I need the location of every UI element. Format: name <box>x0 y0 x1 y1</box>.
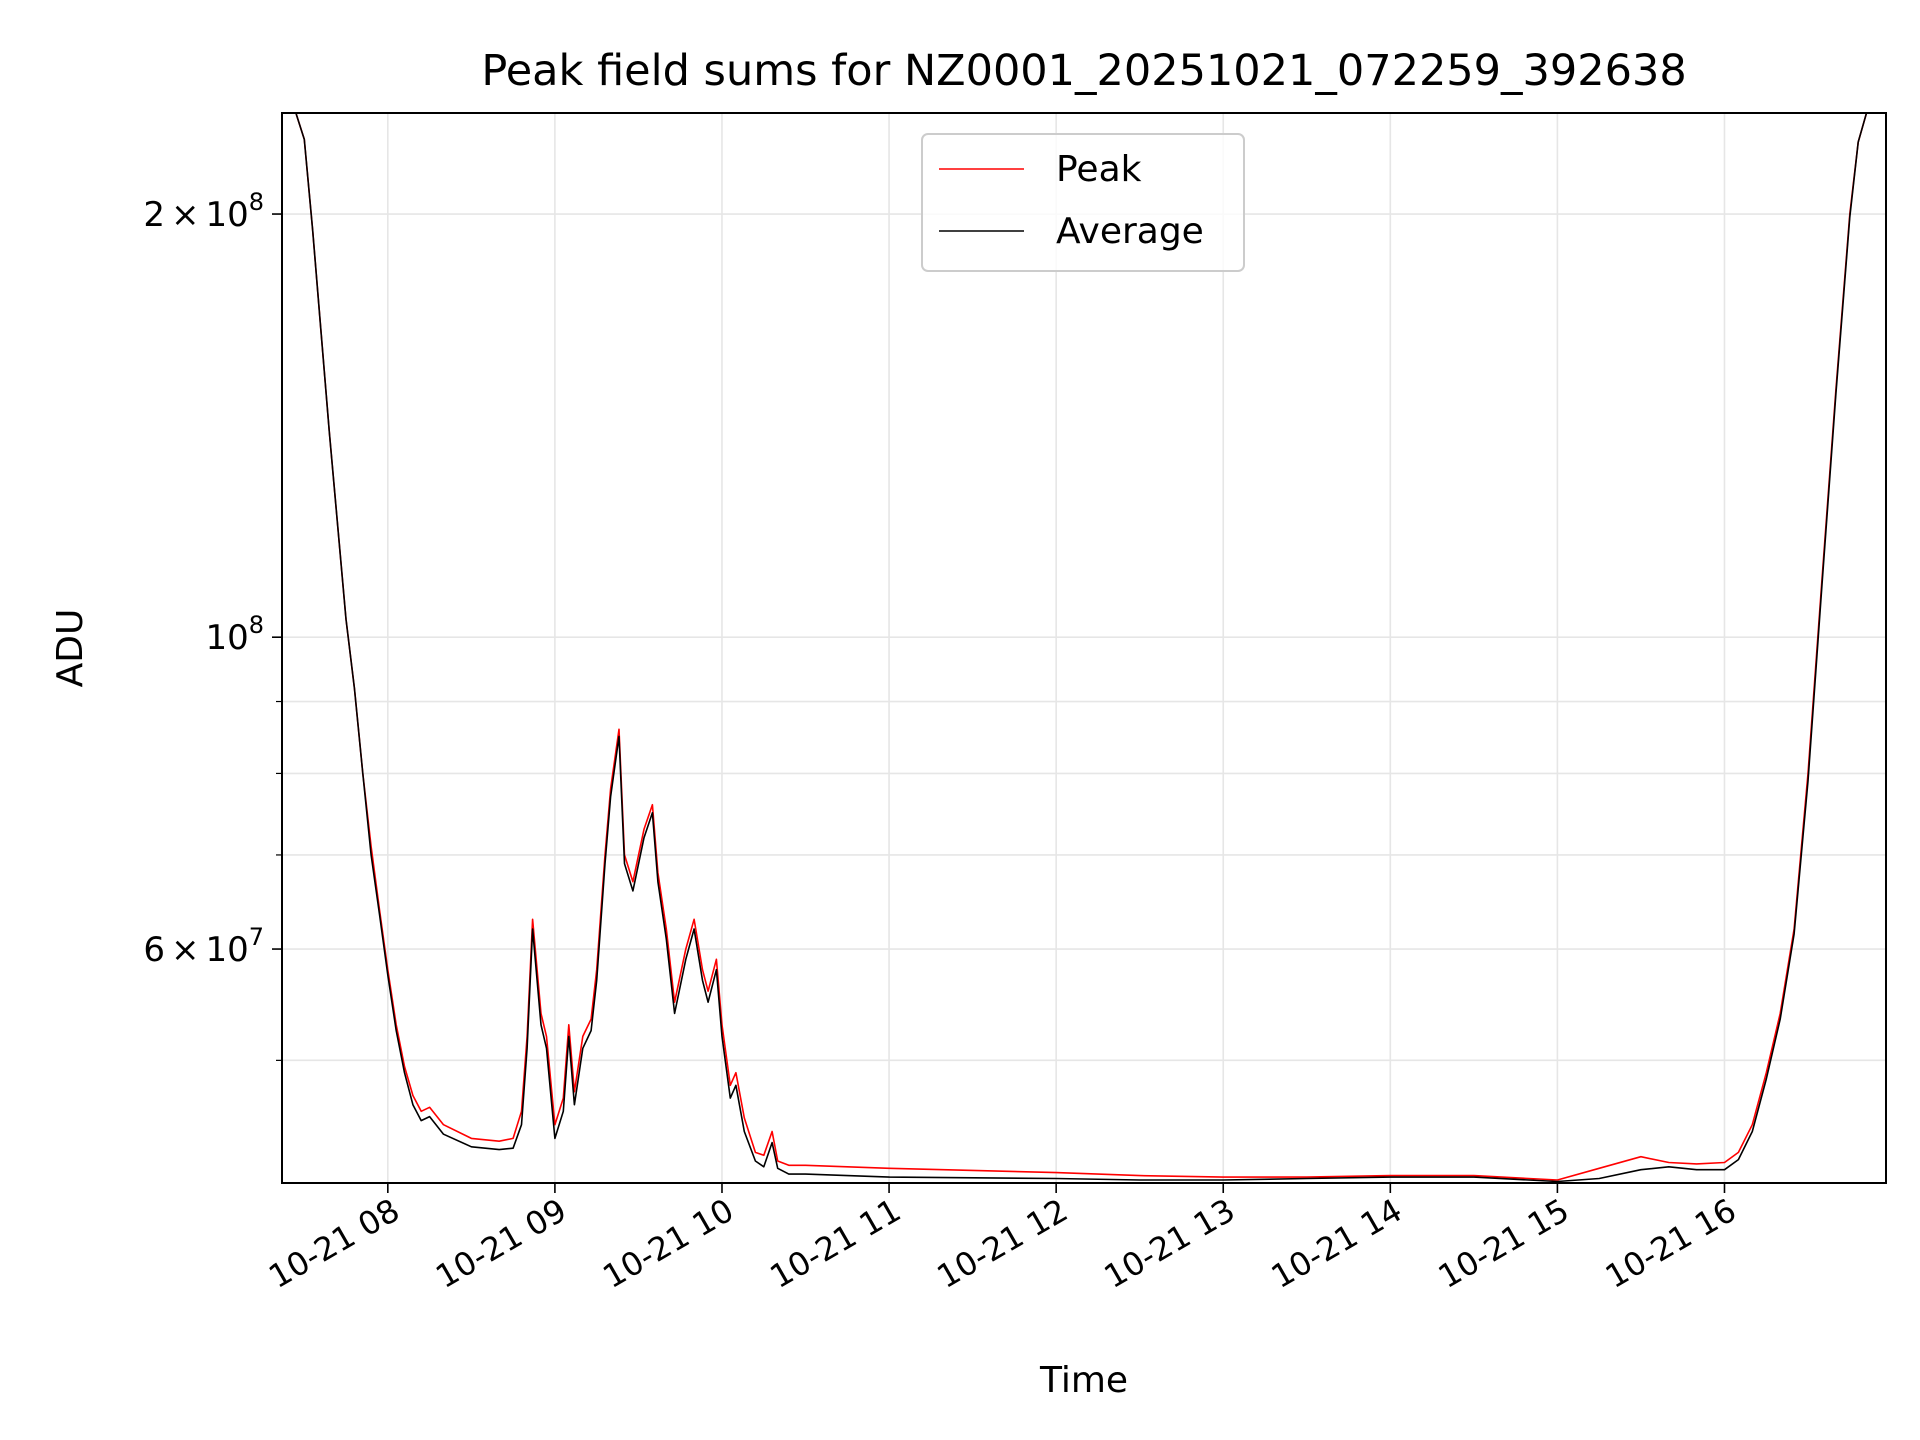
series-line-average <box>282 113 1886 1183</box>
series-layer <box>282 113 1886 1183</box>
y-tick-label: 108 <box>205 611 264 658</box>
series-line-peak <box>282 113 1886 1181</box>
y-tick-label: 2 × 108 <box>143 188 264 235</box>
y-axis-label: ADU <box>50 609 91 688</box>
y-axis: 2 × 108 108 6 × 107 <box>143 188 282 1061</box>
legend-label-average: Average <box>1056 211 1204 252</box>
x-axis-label: Time <box>1039 1360 1128 1401</box>
y-tick-label: 6 × 107 <box>143 923 264 970</box>
chart-title: Peak field sums for NZ0001_20251021_0722… <box>481 46 1686 96</box>
plot-frame <box>281 112 1887 1184</box>
legend: Peak Average <box>921 133 1245 272</box>
legend-label-peak: Peak <box>1056 149 1142 190</box>
